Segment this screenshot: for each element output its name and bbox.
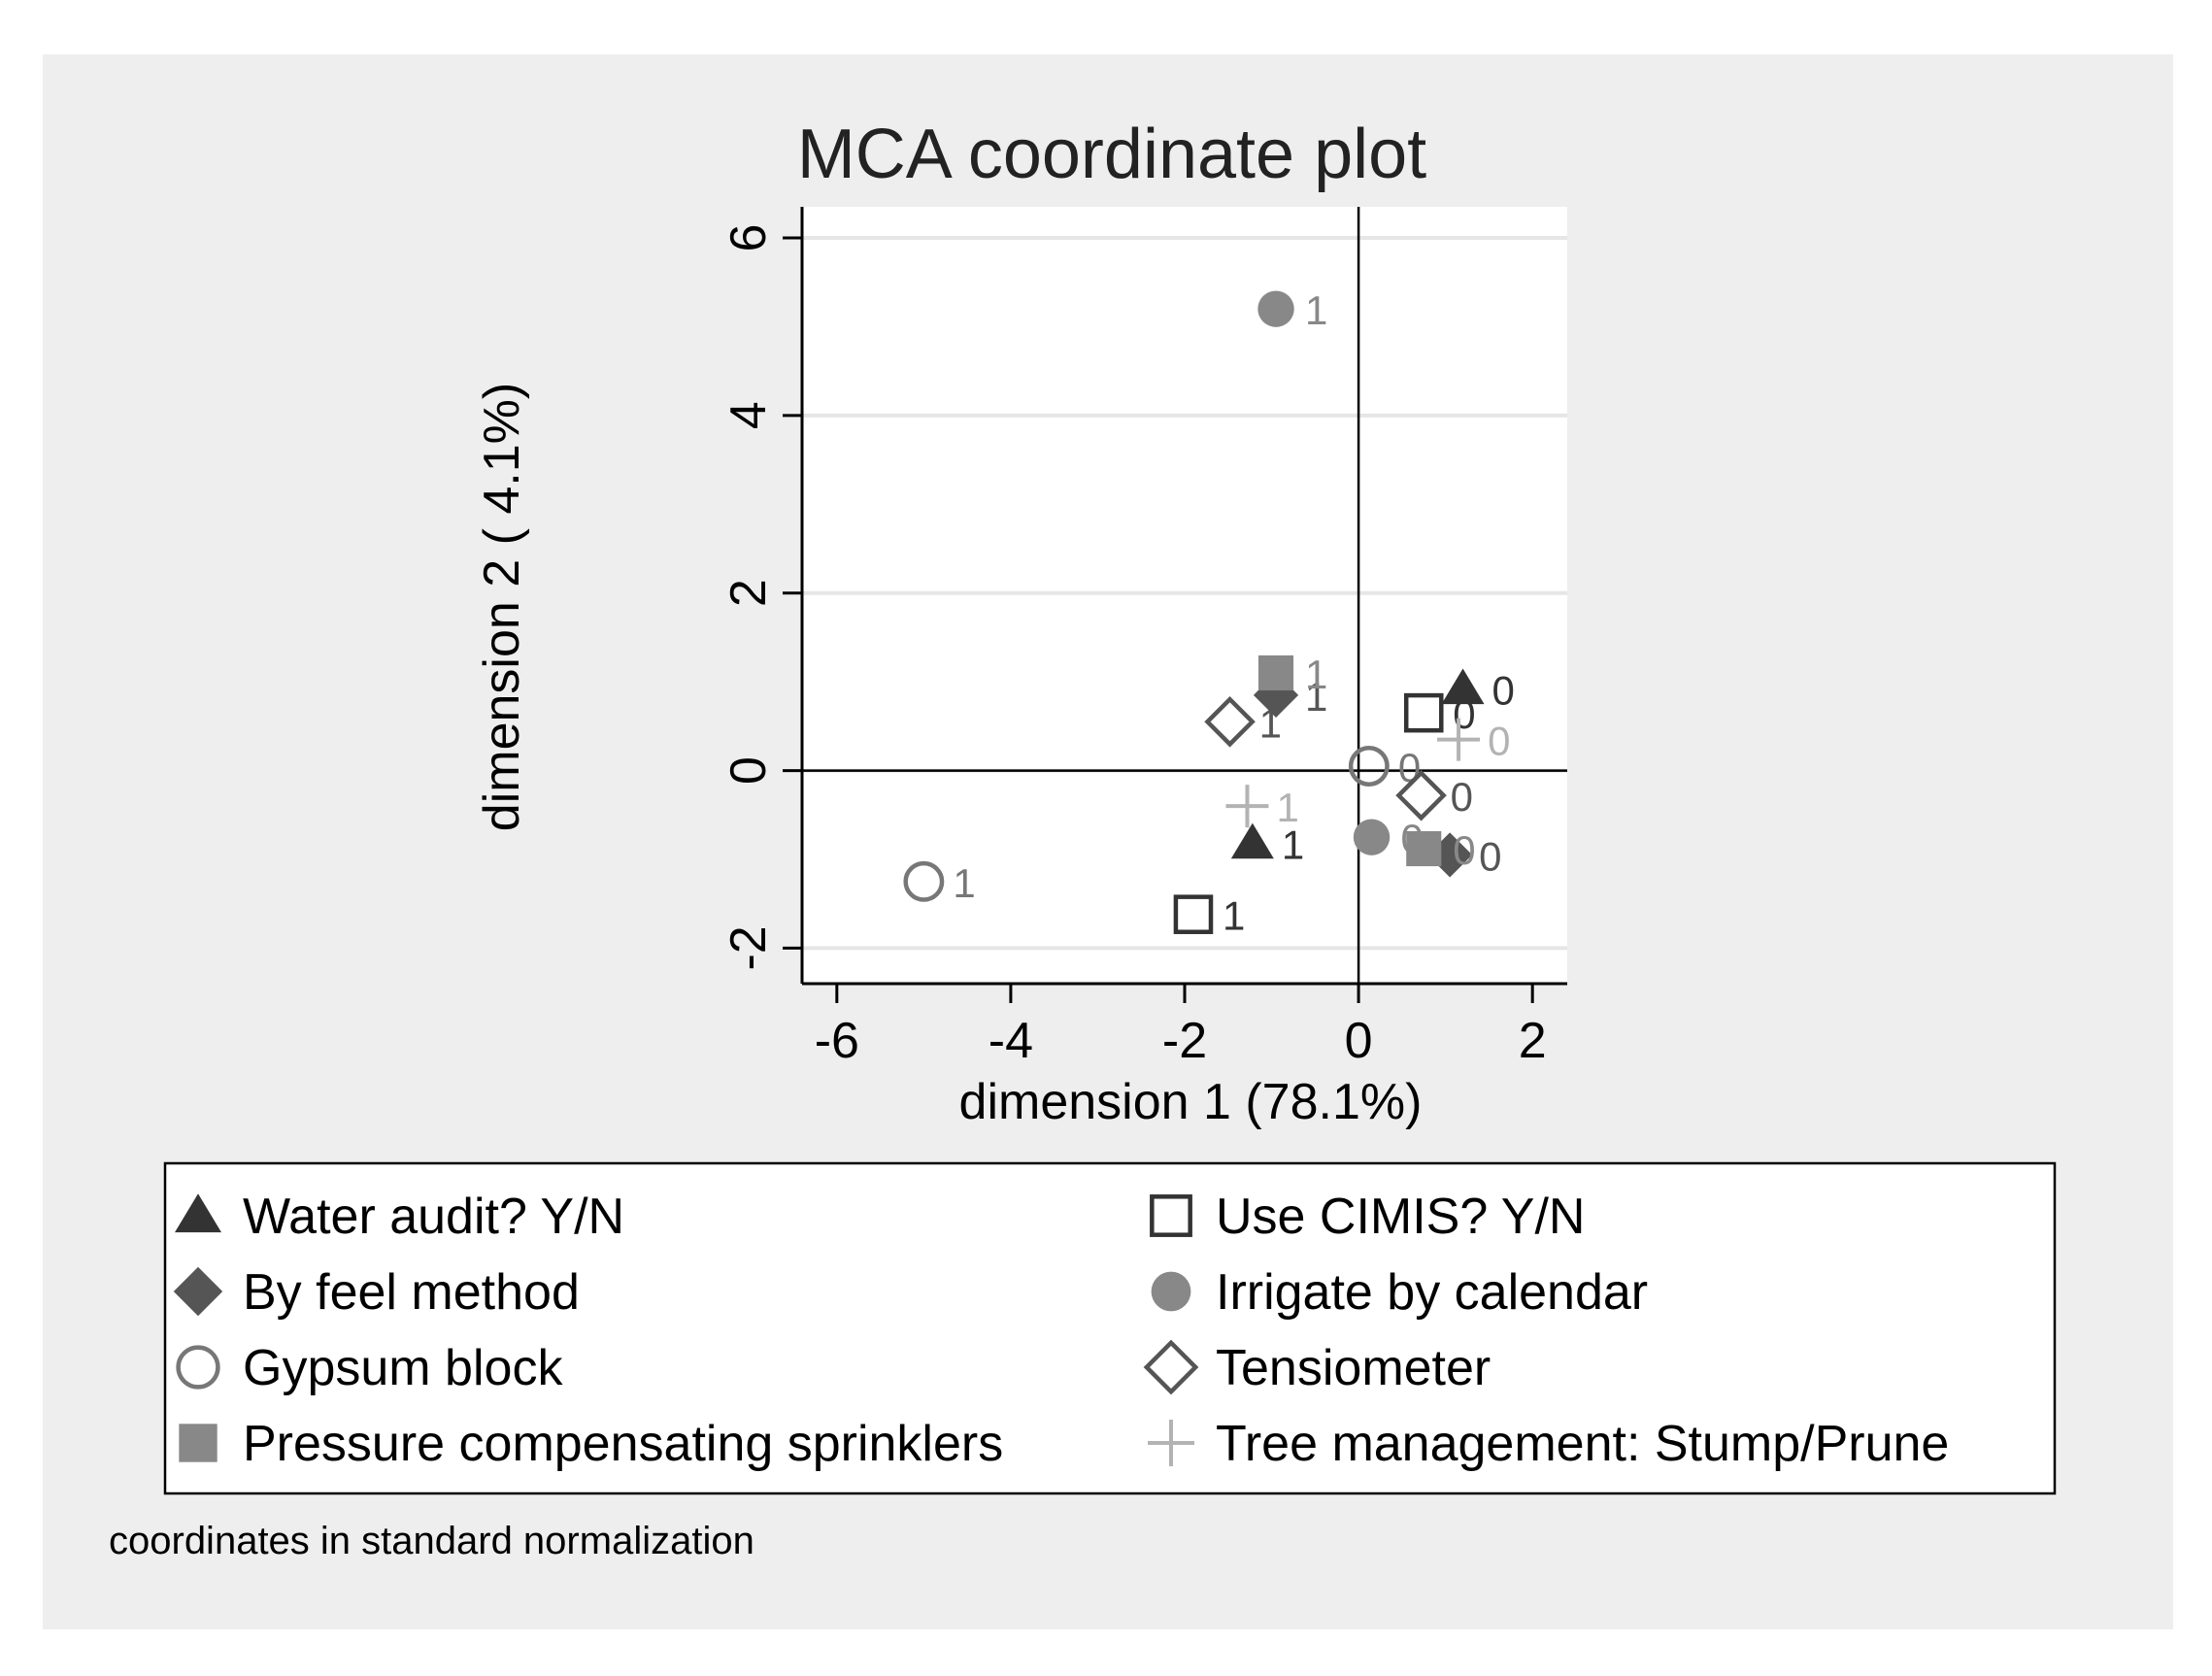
point-label-series1-0: 1: [1223, 893, 1245, 939]
point-series2-0: [1253, 672, 1299, 718]
y-tick-label: 2: [721, 579, 777, 607]
legend: [163, 1161, 2057, 1495]
point-label-series6-0: 1: [1305, 652, 1327, 697]
data-points: 1010101010101010: [903, 287, 1515, 939]
legend-label-4: Gypsum block: [243, 1340, 563, 1396]
legend-marker-2: [173, 1266, 223, 1317]
point-series4-0: [903, 860, 945, 902]
x-tick-label: 0: [1345, 1013, 1373, 1069]
legend-marker-3: [1151, 1271, 1191, 1312]
x-tick-label: -4: [989, 1013, 1033, 1069]
point-series0-1: [1441, 668, 1485, 705]
legend-label-2: By feel method: [243, 1264, 580, 1321]
x-tick-label: -6: [815, 1013, 859, 1069]
chart-title: MCA coordinate plot: [797, 116, 1426, 193]
point-series4-1: [1348, 746, 1390, 787]
footnote: coordinates in standard normalization: [109, 1520, 754, 1562]
legend-items: Water audit? Y/N Use CIMIS? Y/N By feel me…: [173, 1189, 1949, 1472]
legend-marker-1: [1150, 1194, 1192, 1237]
point-label-series0-1: 0: [1492, 667, 1515, 713]
point-series7-0: [1225, 785, 1269, 828]
point-series6-0: [1257, 654, 1294, 691]
point-series1-1: [1403, 692, 1444, 733]
point-series6-1: [1406, 830, 1442, 867]
point-label-series6-1: 0: [1453, 827, 1475, 873]
reference-lines: [802, 207, 1567, 984]
x-axis-label: dimension 1 (78.1%): [959, 1074, 1423, 1130]
point-label-series4-0: 1: [953, 860, 975, 906]
x-tick-label: -2: [1162, 1013, 1207, 1069]
legend-label-1: Use CIMIS? Y/N: [1216, 1189, 1585, 1245]
point-series5-0: [1204, 696, 1256, 748]
point-label-series7-0: 1: [1276, 785, 1298, 830]
legend-marker-4: [176, 1345, 220, 1390]
x-tick-label: 2: [1519, 1013, 1547, 1069]
point-label-series5-1: 0: [1451, 774, 1473, 820]
legend-marker-7: [1148, 1420, 1194, 1466]
legend-label-3: Irrigate by calendar: [1216, 1264, 1648, 1321]
legend-label-7: Tree management: Stump/Prune: [1216, 1416, 1949, 1472]
y-tick-label: 4: [721, 401, 777, 429]
legend-label-6: Pressure compensating sprinklers: [243, 1416, 1003, 1472]
point-series7-1: [1437, 718, 1481, 761]
point-series0-0: [1230, 822, 1274, 859]
point-series5-1: [1395, 769, 1447, 821]
y-tick-label: 0: [721, 756, 777, 785]
point-label-series0-0: 1: [1282, 822, 1304, 868]
y-tick-label: 6: [721, 224, 777, 252]
x-ticks: -6 -4 -2 0 2: [815, 984, 1547, 1069]
point-label-series5-0: 1: [1259, 700, 1282, 746]
point-label-series2-1: 0: [1479, 833, 1501, 879]
y-ticks: -2 0 2 4 6: [721, 224, 802, 971]
legend-marker-0: [175, 1193, 221, 1233]
point-label-series2-0: 1: [1305, 674, 1327, 720]
legend-label-0: Water audit? Y/N: [243, 1189, 624, 1245]
y-axis-label: dimension 2 ( 4.1%): [474, 383, 530, 831]
legend-marker-5: [1143, 1339, 1199, 1395]
point-series3-0: [1257, 290, 1294, 327]
point-label-series7-1: 0: [1488, 719, 1510, 764]
legend-marker-6: [179, 1424, 218, 1462]
legend-label-5: Tensiometer: [1216, 1340, 1491, 1396]
y-tick-label: -2: [721, 925, 777, 970]
point-label-series1-1: 0: [1453, 691, 1475, 737]
point-series1-0: [1173, 894, 1214, 934]
point-series3-1: [1353, 819, 1391, 855]
point-label-series3-0: 1: [1305, 287, 1327, 333]
